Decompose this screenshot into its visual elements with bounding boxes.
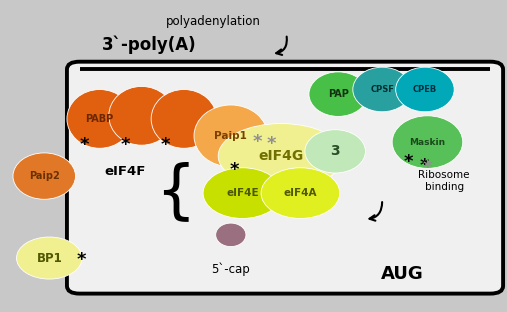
- Ellipse shape: [194, 105, 268, 167]
- Text: *: *: [253, 133, 262, 151]
- Text: *: *: [404, 153, 414, 171]
- Ellipse shape: [203, 168, 282, 218]
- Text: Paip1: Paip1: [214, 131, 247, 141]
- Ellipse shape: [392, 116, 463, 168]
- Text: eIF4G: eIF4G: [259, 149, 304, 163]
- Text: *: *: [423, 159, 432, 177]
- Text: Ribosome
binding: Ribosome binding: [418, 170, 470, 192]
- Text: CPEB: CPEB: [413, 85, 437, 94]
- Ellipse shape: [309, 72, 368, 116]
- FancyBboxPatch shape: [67, 62, 503, 294]
- Text: *: *: [77, 251, 86, 269]
- Ellipse shape: [395, 67, 454, 112]
- Ellipse shape: [17, 237, 82, 279]
- Ellipse shape: [109, 86, 174, 145]
- Text: AUG: AUG: [381, 265, 424, 282]
- Text: {: {: [155, 161, 196, 223]
- Text: PABP: PABP: [86, 114, 114, 124]
- Ellipse shape: [215, 223, 246, 246]
- Text: *: *: [230, 161, 239, 179]
- Text: CPSF: CPSF: [370, 85, 394, 94]
- Ellipse shape: [67, 90, 132, 148]
- Ellipse shape: [305, 130, 366, 173]
- Text: *: *: [266, 135, 276, 153]
- Text: Maskin: Maskin: [409, 138, 446, 147]
- Text: eIF4F: eIF4F: [104, 165, 146, 178]
- Text: Paip2: Paip2: [29, 171, 60, 181]
- Text: polyadenylation: polyadenylation: [166, 15, 261, 28]
- Text: PAP: PAP: [328, 89, 349, 99]
- Text: *: *: [120, 136, 130, 154]
- Text: *: *: [80, 136, 89, 154]
- Text: BP1: BP1: [37, 251, 62, 265]
- Text: *: *: [419, 157, 429, 175]
- Text: *: *: [161, 136, 170, 154]
- Ellipse shape: [151, 90, 216, 148]
- Text: eIF4E: eIF4E: [226, 188, 259, 198]
- Text: 5`-cap: 5`-cap: [211, 262, 250, 275]
- Text: 3: 3: [331, 144, 340, 158]
- Ellipse shape: [261, 168, 340, 218]
- Ellipse shape: [218, 124, 344, 188]
- Text: 3`-poly(A): 3`-poly(A): [102, 36, 197, 54]
- Text: eIF4A: eIF4A: [283, 188, 317, 198]
- Ellipse shape: [353, 67, 411, 112]
- Ellipse shape: [13, 153, 76, 199]
